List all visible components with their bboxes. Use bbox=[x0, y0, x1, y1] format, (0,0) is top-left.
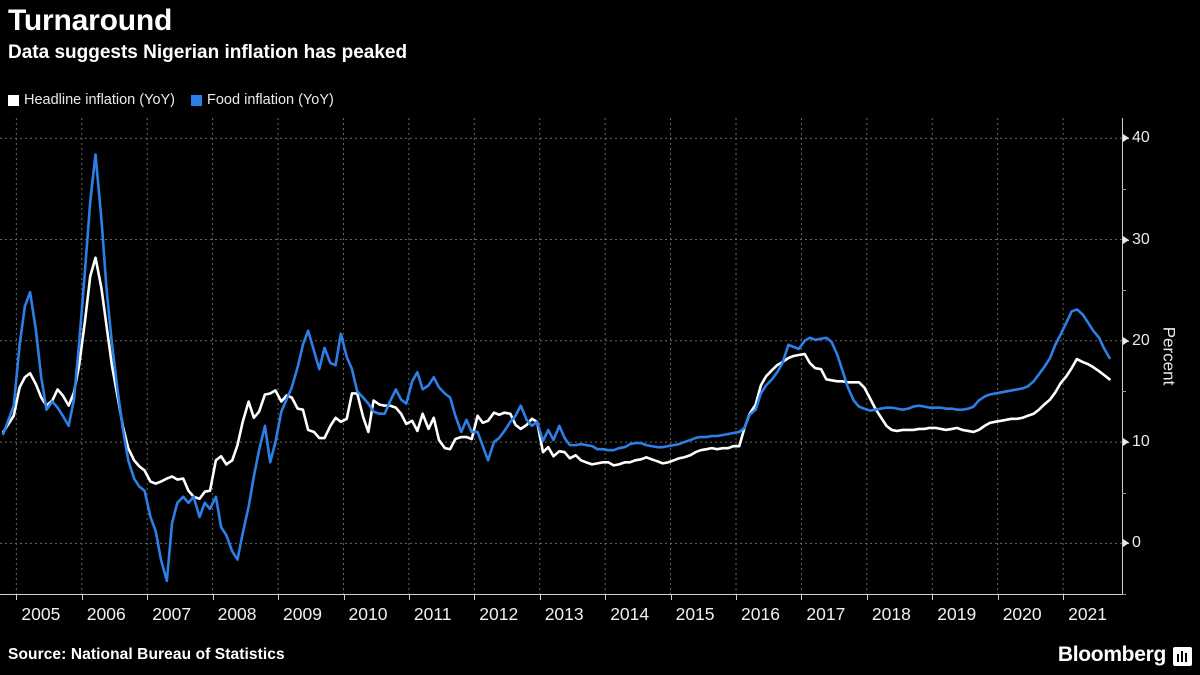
y-tick-label: 30 bbox=[1132, 230, 1150, 248]
x-tick-label: 2006 bbox=[86, 604, 126, 624]
x-tick-label: 2005 bbox=[21, 604, 61, 624]
x-tick-label: 2018 bbox=[871, 604, 911, 624]
bloomberg-logo-icon bbox=[1173, 647, 1192, 666]
bloomberg-wordmark: Bloomberg bbox=[1057, 643, 1166, 666]
y-tick-arrow-icon bbox=[1123, 134, 1129, 143]
x-tick-mark bbox=[278, 594, 279, 600]
page-subtitle: Data suggests Nigerian inflation has pea… bbox=[8, 42, 408, 63]
x-tick-label: 2010 bbox=[348, 604, 388, 624]
y-tick-label: 0 bbox=[1132, 534, 1141, 552]
x-tick-mark bbox=[408, 594, 410, 600]
plot-area bbox=[0, 118, 1122, 594]
legend-label-headline: Headline inflation (YoY) bbox=[24, 92, 176, 108]
x-tick-label: 2013 bbox=[544, 604, 584, 624]
x-tick-label: 2019 bbox=[937, 604, 977, 624]
x-tick-mark bbox=[670, 594, 672, 600]
legend-swatch-headline bbox=[8, 94, 19, 106]
x-tick-mark bbox=[1063, 594, 1065, 600]
y-tick-arrow-icon bbox=[1123, 336, 1129, 345]
chart-svg bbox=[0, 118, 1122, 594]
y-axis-title: Percent bbox=[1159, 326, 1179, 386]
y-minor-tick bbox=[1122, 594, 1126, 595]
x-tick-mark bbox=[212, 594, 214, 600]
x-tick-mark bbox=[736, 594, 737, 600]
x-tick-label: 2020 bbox=[1002, 604, 1042, 624]
x-tick-mark bbox=[997, 594, 999, 600]
x-tick-label: 2016 bbox=[741, 604, 780, 624]
y-minor-tick bbox=[1122, 188, 1126, 190]
legend-item-food: Food inflation (YoY) bbox=[191, 92, 334, 108]
y-tick-label: 10 bbox=[1132, 433, 1150, 451]
x-axis: 2005 2006 2007 2008 2009 2010 2011 2012 2013 2014… bbox=[0, 594, 1122, 640]
x-tick-mark bbox=[474, 594, 476, 600]
x-tick-label: 2007 bbox=[152, 604, 192, 624]
y-tick-arrow-icon bbox=[1123, 539, 1129, 548]
x-tick-mark bbox=[605, 594, 607, 600]
y-tick-arrow-icon bbox=[1123, 235, 1129, 244]
y-tick-arrow-icon bbox=[1123, 438, 1129, 447]
y-minor-tick bbox=[1122, 492, 1126, 494]
x-tick-mark bbox=[866, 594, 868, 600]
source-note: Source: National Bureau of Statistics bbox=[8, 646, 285, 663]
x-tick-label: 2017 bbox=[806, 604, 846, 624]
x-tick-mark bbox=[16, 594, 18, 600]
y-tick-label: 20 bbox=[1132, 331, 1150, 349]
x-axis-line bbox=[0, 594, 1122, 595]
x-tick-label: 2014 bbox=[610, 604, 650, 624]
y-axis: Percent 0 10 20 30 40 bbox=[1122, 118, 1200, 595]
x-tick-label: 2011 bbox=[413, 604, 452, 624]
y-minor-tick bbox=[1122, 391, 1126, 393]
x-tick-mark bbox=[147, 594, 149, 600]
chart-footer: Source: National Bureau of Statistics Bl… bbox=[0, 640, 1200, 675]
chart-header: Turnaround Data suggests Nigerian inflat… bbox=[8, 0, 1200, 65]
x-tick-label: 2021 bbox=[1068, 604, 1108, 624]
x-tick-mark bbox=[539, 594, 541, 600]
legend-swatch-food bbox=[191, 94, 203, 106]
y-tick-label: 40 bbox=[1132, 129, 1150, 147]
x-tick-mark bbox=[81, 594, 83, 600]
legend-label-food: Food inflation (YoY) bbox=[207, 92, 334, 108]
x-tick-mark bbox=[932, 594, 934, 600]
x-tick-label: 2015 bbox=[675, 604, 715, 624]
x-tick-label: 2012 bbox=[479, 604, 519, 624]
page-title: Turnaround bbox=[8, 4, 173, 37]
x-tick-mark bbox=[343, 594, 345, 600]
y-minor-tick bbox=[1122, 290, 1126, 292]
chart-legend: Headline inflation (YoY) Food inflation … bbox=[8, 92, 334, 108]
x-tick-label: 2008 bbox=[217, 604, 257, 624]
y-axis-line bbox=[1122, 118, 1123, 594]
legend-item-headline: Headline inflation (YoY) bbox=[8, 92, 175, 108]
x-tick-mark bbox=[801, 594, 803, 600]
x-tick-label: 2009 bbox=[283, 604, 322, 624]
